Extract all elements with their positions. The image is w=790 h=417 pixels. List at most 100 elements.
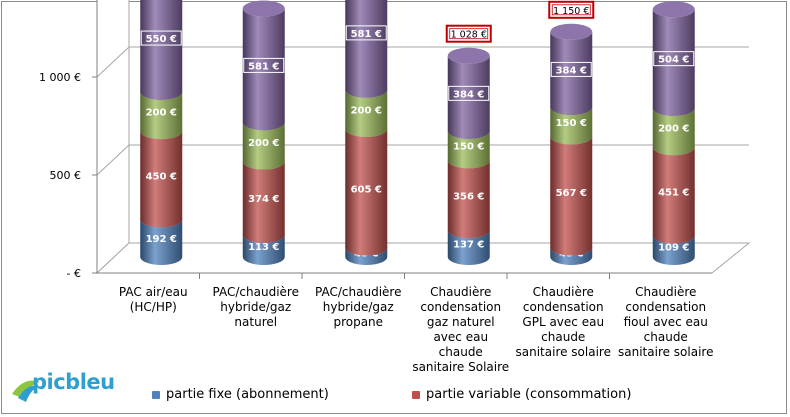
total-label: 1 028 € (451, 30, 487, 41)
value-label-box (550, 61, 592, 77)
category-label: sanitaire solaire (516, 345, 611, 359)
value-label: 200 € (248, 138, 279, 149)
category-label: condensation (420, 300, 501, 314)
category-label: chaude (644, 330, 688, 344)
legend-item-fixed: partie fixe (abonnement) (152, 387, 329, 402)
category-label: hybride/gaz (220, 300, 291, 314)
value-label: 200 € (351, 105, 382, 116)
value-label-box (653, 51, 695, 67)
bar-segment (652, 235, 695, 265)
value-label: 567 € (556, 188, 587, 199)
category-label: condensation (625, 300, 706, 314)
bar-segment (345, 247, 388, 265)
value-label: 550 € (146, 34, 177, 45)
bar-segment (447, 160, 490, 239)
total-label-box (548, 0, 595, 19)
category-label: sanitaire Solaire (412, 360, 509, 374)
category-label: Chaudière (635, 285, 696, 299)
bar-segment (242, 122, 285, 170)
value-label: 384 € (453, 89, 484, 100)
value-label: 109 € (658, 242, 689, 253)
value-label: 150 € (453, 142, 484, 153)
gridline-side (96, 144, 130, 176)
value-label: 605 € (351, 184, 382, 195)
bar-segment (550, 107, 593, 145)
bar-segment-top (242, 0, 285, 17)
picbleu-bird-icon (12, 380, 40, 402)
bar-segment-top (652, 1, 695, 18)
bar-segment-top (550, 23, 593, 40)
legend-item-variable: partie variable (consommation) (412, 387, 631, 402)
bar-segment (140, 219, 183, 265)
legend-label-fixed: partie fixe (abonnement) (166, 387, 329, 402)
bar-segment (652, 108, 695, 156)
category-label: PAC air/eau (119, 285, 188, 299)
value-label: 384 € (556, 65, 587, 76)
legend-swatch-variable (412, 390, 420, 399)
bar-segment (447, 230, 490, 265)
bar-segment (242, 234, 285, 265)
total-label-inner (551, 4, 591, 16)
value-label: 581 € (351, 29, 382, 40)
value-label: 150 € (556, 118, 587, 129)
value-label: 504 € (658, 55, 689, 66)
value-label-box (243, 57, 285, 73)
value-label: 200 € (658, 124, 689, 135)
category-label: chaude (541, 330, 585, 344)
value-label: 450 € (146, 171, 177, 182)
category-label: naturel (234, 315, 277, 329)
bar-segment (652, 147, 695, 244)
bar-segment (140, 0, 183, 100)
total-label-box (445, 24, 492, 43)
floor (95, 242, 751, 274)
legend-swatch-fixed (152, 390, 160, 399)
side-wall (96, 0, 130, 275)
y-tick-label: 500 € (50, 169, 82, 182)
value-label: 200 € (146, 108, 177, 119)
bar-segment (447, 130, 490, 169)
category-label: avec eau (433, 330, 488, 344)
bar-segment (345, 89, 388, 138)
category-label: Chaudière (533, 285, 594, 299)
category-label: PAC/chaudière (315, 285, 401, 299)
total-label: 1 150 € (553, 6, 589, 17)
bar-segment (345, 129, 388, 256)
bar-segment (242, 161, 285, 243)
bar-segment (652, 9, 695, 117)
category-label: condensation (523, 300, 604, 314)
bar-segment (345, 0, 388, 98)
category-label: fioul avec eau (624, 315, 708, 329)
total-label-inner (449, 28, 489, 40)
category-label: (HC/HP) (130, 300, 177, 314)
bar-segment (140, 91, 183, 140)
category-label: hybride/gaz (323, 300, 394, 314)
value-label: 374 € (248, 194, 279, 205)
value-label: 451 € (658, 187, 689, 198)
bar-segment (550, 136, 593, 256)
category-label: gaz naturel (427, 315, 495, 329)
value-label-box (345, 25, 387, 41)
bar-segment (550, 31, 593, 116)
value-label: 192 € (146, 234, 177, 245)
bar-segment (242, 8, 285, 131)
y-tick-label: - € (67, 267, 81, 280)
legend-label-variable: partie variable (consommation) (426, 387, 632, 402)
bar-segment (550, 247, 593, 265)
value-label-box (448, 85, 490, 101)
logo-text: picbleu (32, 370, 115, 394)
value-label: 581 € (248, 61, 279, 72)
category-label: GPL avec eau (522, 315, 604, 329)
category-label: sanitaire solaire (618, 345, 713, 359)
category-label: chaude (439, 345, 483, 359)
bar-segment (140, 131, 183, 228)
y-tick-label: 1 000 € (39, 71, 81, 84)
value-label: 356 € (453, 191, 484, 202)
category-label: PAC/chaudière (213, 285, 299, 299)
gridline-side (96, 46, 130, 78)
value-label: 113 € (248, 242, 279, 253)
value-label: 137 € (453, 240, 484, 251)
value-label-box (140, 30, 182, 46)
category-label: Chaudière (430, 285, 491, 299)
